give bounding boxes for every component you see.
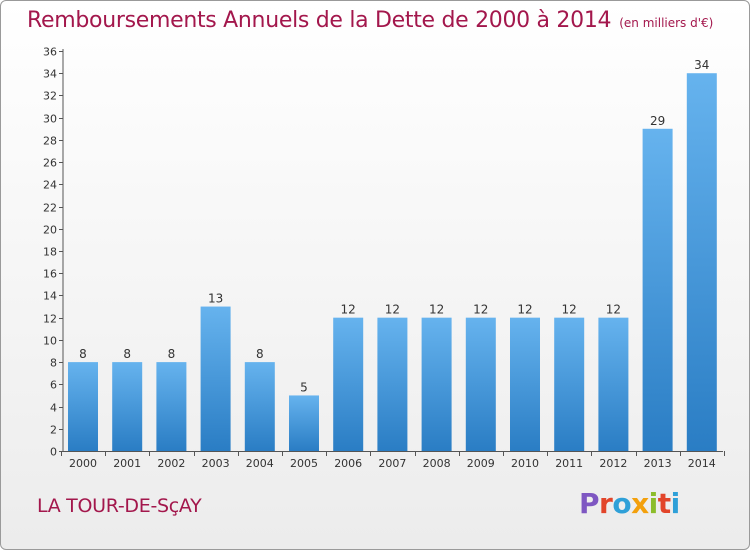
bar — [244, 362, 275, 451]
logo-letter: i — [648, 487, 659, 520]
bar — [510, 317, 540, 451]
bar — [421, 317, 452, 451]
x-tick-label: 2002 — [157, 457, 185, 470]
y-tick-label: 6 — [50, 379, 57, 392]
y-tick-label: 22 — [43, 202, 57, 215]
data-label: 5 — [300, 380, 308, 394]
x-tick-label: 2009 — [467, 457, 495, 470]
data-label: 8 — [256, 347, 264, 361]
data-label: 12 — [562, 303, 577, 317]
data-label: 12 — [606, 303, 621, 317]
bar — [686, 73, 717, 451]
bar — [112, 362, 143, 451]
bar — [554, 317, 585, 451]
data-label: 12 — [385, 303, 400, 317]
y-tick-label: 10 — [43, 335, 57, 348]
x-tick-label: 2014 — [688, 457, 716, 470]
x-tick-label: 2012 — [599, 457, 627, 470]
logo-letter: P — [579, 487, 600, 520]
y-tick-label: 18 — [43, 246, 57, 259]
y-tick-label: 36 — [43, 46, 57, 59]
x-tick-label: 2000 — [69, 457, 97, 470]
data-label: 8 — [79, 347, 87, 361]
data-label: 12 — [517, 303, 532, 317]
logo-letter: r — [599, 487, 613, 520]
logo-letter: t — [657, 487, 671, 520]
data-label: 12 — [473, 303, 488, 317]
y-tick-label: 20 — [43, 224, 57, 237]
plot-area: 0246810121416182022242628303234362000820… — [43, 46, 725, 470]
y-tick-label: 2 — [50, 424, 57, 437]
y-tick-label: 0 — [50, 446, 57, 459]
bar — [156, 362, 187, 451]
data-label: 8 — [168, 347, 176, 361]
chart-title: Remboursements Annuels de la Dette de 20… — [27, 8, 713, 33]
bar — [598, 317, 629, 451]
y-tick-label: 8 — [50, 357, 57, 370]
x-tick-label: 2013 — [644, 457, 672, 470]
data-label: 12 — [341, 303, 356, 317]
logo-letter: i — [670, 487, 681, 520]
x-tick-label: 2004 — [246, 457, 274, 470]
y-tick-label: 30 — [43, 113, 57, 126]
bar — [200, 306, 231, 451]
y-tick-label: 24 — [43, 179, 57, 192]
x-tick-label: 2001 — [113, 457, 141, 470]
city-name: LA TOUR-DE-SçAY — [37, 495, 202, 517]
x-tick-label: 2003 — [202, 457, 230, 470]
chart-subtitle: (en milliers d'€) — [619, 16, 714, 30]
y-tick-label: 16 — [43, 268, 57, 281]
bar — [289, 395, 319, 451]
bar — [642, 128, 673, 451]
x-tick-label: 2006 — [334, 457, 362, 470]
y-tick-label: 28 — [43, 135, 57, 148]
chart-title-text: Remboursements Annuels de la Dette de 20… — [27, 8, 612, 33]
logo-letter: x — [631, 487, 649, 520]
bar — [465, 317, 496, 451]
data-label: 8 — [123, 347, 131, 361]
bar — [333, 317, 364, 451]
proxiti-logo[interactable]: Proxiti — [579, 487, 680, 520]
data-label: 13 — [208, 292, 223, 306]
y-tick-label: 4 — [50, 402, 57, 415]
y-tick-label: 26 — [43, 157, 57, 170]
logo-letter: o — [612, 487, 632, 520]
y-tick-label: 12 — [43, 313, 57, 326]
y-tick-label: 34 — [43, 68, 57, 81]
data-label: 34 — [694, 58, 709, 72]
x-tick-label: 2011 — [555, 457, 583, 470]
bar — [68, 362, 98, 451]
bar — [377, 317, 408, 451]
x-tick-label: 2007 — [378, 457, 406, 470]
x-tick-label: 2005 — [290, 457, 318, 470]
x-tick-label: 2008 — [423, 457, 451, 470]
x-tick-label: 2010 — [511, 457, 539, 470]
y-tick-label: 32 — [43, 90, 57, 103]
y-tick-label: 14 — [43, 290, 57, 303]
data-label: 29 — [650, 114, 665, 128]
data-label: 12 — [429, 303, 444, 317]
